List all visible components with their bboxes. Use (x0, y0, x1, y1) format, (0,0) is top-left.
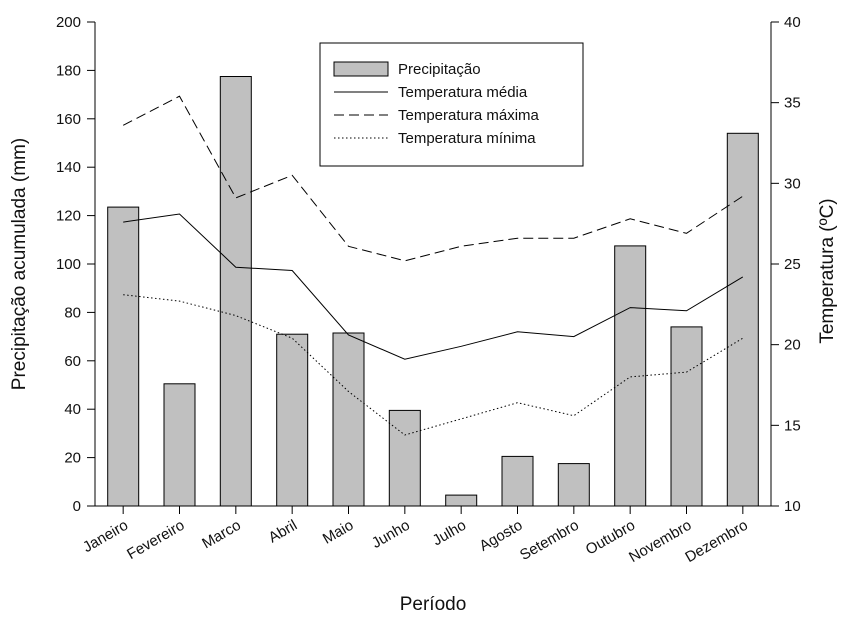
bar-agosto (502, 456, 533, 506)
legend-label-precipitacao: Precipitação (398, 61, 481, 78)
x-tick-label-maio: Maio (320, 517, 357, 548)
bar-abril (277, 334, 308, 506)
x-tick-label-julho: Julho (430, 517, 470, 550)
bar-junho (389, 410, 420, 506)
bar-novembro (671, 327, 702, 506)
right-y-axis-title: Temperatura (ºC) (817, 198, 838, 343)
left-y-tick-label: 160 (56, 111, 81, 128)
legend-swatch-precipitacao (334, 62, 388, 76)
x-tick-label-junho: Junho (369, 517, 413, 552)
left-y-tick-label: 60 (64, 353, 81, 370)
right-y-tick-label: 25 (784, 256, 801, 273)
left-y-tick-label: 20 (64, 450, 81, 467)
right-y-tick-label: 35 (784, 95, 801, 112)
left-y-tick-label: 80 (64, 304, 81, 321)
x-tick-label-marco: Marco (199, 517, 244, 553)
left-y-tick-label: 0 (73, 498, 81, 515)
line-temperatura-minima (123, 295, 743, 435)
left-y-tick-label: 140 (56, 159, 81, 176)
legend-label-temperatura-media: Temperatura média (398, 84, 528, 101)
right-y-tick-label: 30 (784, 175, 801, 192)
x-axis-title: Período (400, 594, 467, 615)
right-y-tick-label: 10 (784, 498, 801, 515)
bar-marco (220, 77, 251, 507)
legend: Precipitação Temperatura média Temperatu… (320, 43, 583, 166)
x-tick-label-janeiro: Janeiro (80, 517, 131, 556)
left-y-tick-label: 120 (56, 208, 81, 225)
legend-label-temperatura-maxima: Temperatura máxima (398, 107, 540, 124)
left-y-tick-label: 180 (56, 62, 81, 79)
left-y-axis-title: Precipitação acumulada (mm) (9, 138, 30, 390)
bar-outubro (615, 246, 646, 506)
x-tick-label-fevereiro: Fevereiro (124, 517, 187, 563)
legend-label-temperatura-minima: Temperatura mínima (398, 130, 536, 147)
bar-fevereiro (164, 384, 195, 506)
x-tick-label-novembro: Novembro (626, 517, 694, 566)
bar-setembro (558, 464, 589, 506)
right-y-tick-label: 40 (784, 14, 801, 31)
line-temperatura-media (123, 214, 743, 359)
bar-dezembro (727, 133, 758, 506)
x-tick-label-setembro: Setembro (517, 517, 582, 564)
bar-julho (446, 495, 477, 506)
x-tick-label-abril: Abril (266, 517, 300, 547)
right-y-tick-label: 15 (784, 417, 801, 434)
x-tick-label-dezembro: Dezembro (682, 517, 750, 566)
bar-janeiro (108, 207, 139, 506)
left-y-tick-label: 100 (56, 256, 81, 273)
right-y-tick-label: 20 (784, 337, 801, 354)
left-y-tick-label: 200 (56, 14, 81, 31)
bar-maio (333, 333, 364, 506)
left-y-tick-label: 40 (64, 401, 81, 418)
